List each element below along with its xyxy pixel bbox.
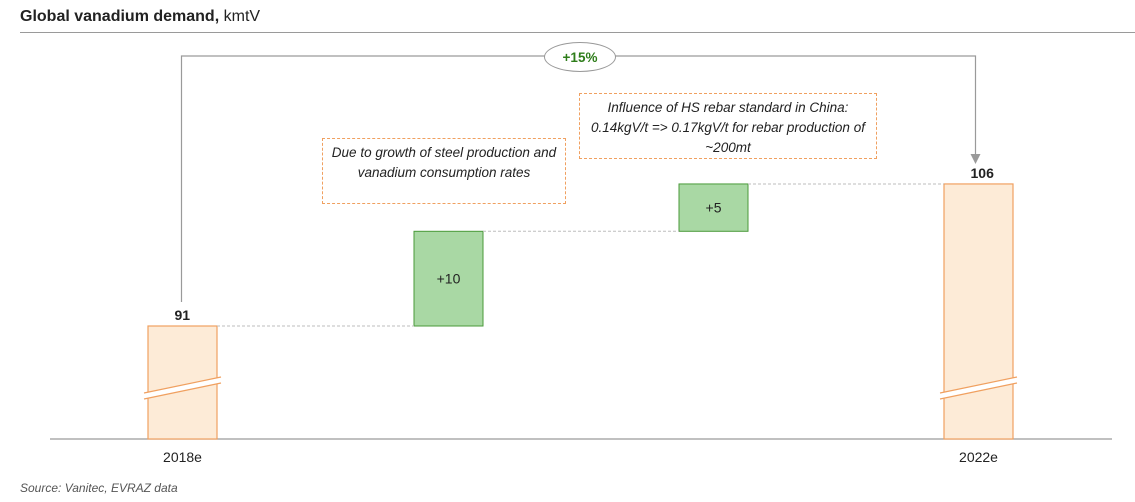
axis-break-line-b-3	[939, 382, 1018, 400]
data-label-total-3: 106	[971, 165, 995, 181]
source-note: Source: Vanitec, EVRAZ data	[20, 481, 178, 495]
data-label-delta-1: +10	[437, 271, 461, 287]
growth-badge: +15%	[544, 42, 616, 72]
bar-total-2022e	[943, 183, 1014, 440]
annotation-steel-growth: Due to growth of steel production and va…	[322, 138, 566, 204]
category-label-2022e: 2022e	[959, 449, 998, 465]
axis-break-line-b-0	[143, 382, 222, 400]
data-label-delta-2: +5	[706, 200, 722, 216]
chart-title-main: Global vanadium demand,	[20, 8, 220, 25]
waterfall-chart: 91 +10 +5 106 2018e 2022e	[50, 55, 1112, 465]
chart-title-unit: kmtV	[223, 8, 261, 25]
data-label-total-0: 91	[175, 307, 191, 323]
axis-break-line-a-3	[939, 376, 1018, 394]
growth-arrow-head	[970, 153, 981, 164]
bar-delta-1	[413, 230, 484, 327]
bar-delta-2	[678, 183, 749, 232]
axis-break-line-a-0	[143, 376, 222, 394]
chart-title: Global vanadium demand, kmtV	[20, 8, 260, 26]
axis-break-band-0	[144, 377, 221, 399]
category-label-2018e: 2018e	[163, 449, 202, 465]
title-divider	[20, 32, 1135, 33]
annotation-hs-rebar: Influence of HS rebar standard in China:…	[579, 93, 877, 159]
axis-break-band-3	[940, 377, 1017, 399]
